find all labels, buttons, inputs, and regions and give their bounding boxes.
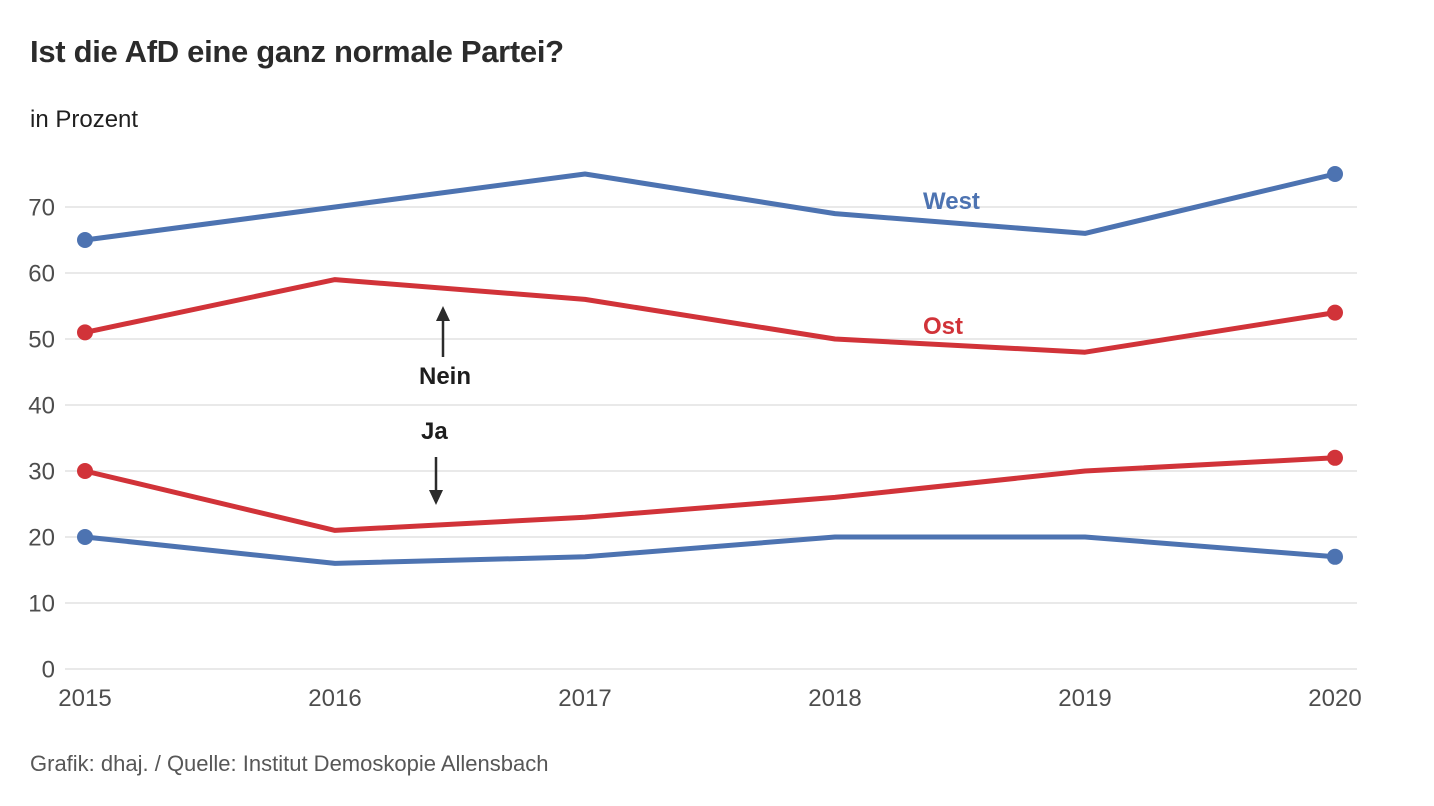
source-credit: Grafik: dhaj. / Quelle: Institut Demosko… <box>30 751 549 776</box>
arrow-up-nein-icon-head <box>436 306 450 321</box>
series-ost-nein-line <box>82 277 1338 355</box>
annotation-ja: Ja <box>421 418 448 445</box>
chart-subtitle: in Prozent <box>30 106 139 133</box>
series-ost-ja-endpoint-dot <box>77 463 93 479</box>
x-tick-label: 2020 <box>1308 685 1361 712</box>
series-west-nein-line <box>82 171 1338 243</box>
series-label-ost: Ost <box>923 313 964 340</box>
arrow-down-ja-icon-head <box>429 490 443 505</box>
series-ost-nein-endpoint-dot <box>1327 304 1343 321</box>
y-tick-label: 70 <box>28 195 55 222</box>
x-tick-label: 2017 <box>558 685 611 712</box>
series-west-nein-endpoint-dot <box>1327 166 1343 182</box>
y-tick-label: 0 <box>42 657 55 684</box>
series-west-ja-endpoint-dot <box>77 529 93 545</box>
y-tick-label: 60 <box>28 261 55 288</box>
y-tick-label: 30 <box>28 459 55 486</box>
x-tick-label: 2015 <box>58 685 111 712</box>
x-tick-label: 2019 <box>1058 685 1111 712</box>
x-tick-label: 2018 <box>808 685 861 712</box>
series-west-ja-line <box>82 534 1338 566</box>
series-west-ja-endpoint-dot <box>1327 548 1343 565</box>
series-ost-ja-line <box>82 455 1338 533</box>
series-west-nein-endpoint-dot <box>77 232 93 248</box>
chart-title: Ist die AfD eine ganz normale Partei? <box>30 34 564 69</box>
series-ost-ja-endpoint-dot <box>1327 449 1343 466</box>
y-tick-label: 20 <box>28 525 55 552</box>
y-tick-label: 10 <box>28 591 55 618</box>
annotation-nein: Nein <box>419 363 472 390</box>
series-ost-nein-endpoint-dot <box>77 324 93 341</box>
series-label-west: West <box>923 188 980 215</box>
y-tick-label: 50 <box>28 327 55 354</box>
y-tick-label: 40 <box>28 393 55 420</box>
x-tick-label: 2016 <box>308 685 361 712</box>
